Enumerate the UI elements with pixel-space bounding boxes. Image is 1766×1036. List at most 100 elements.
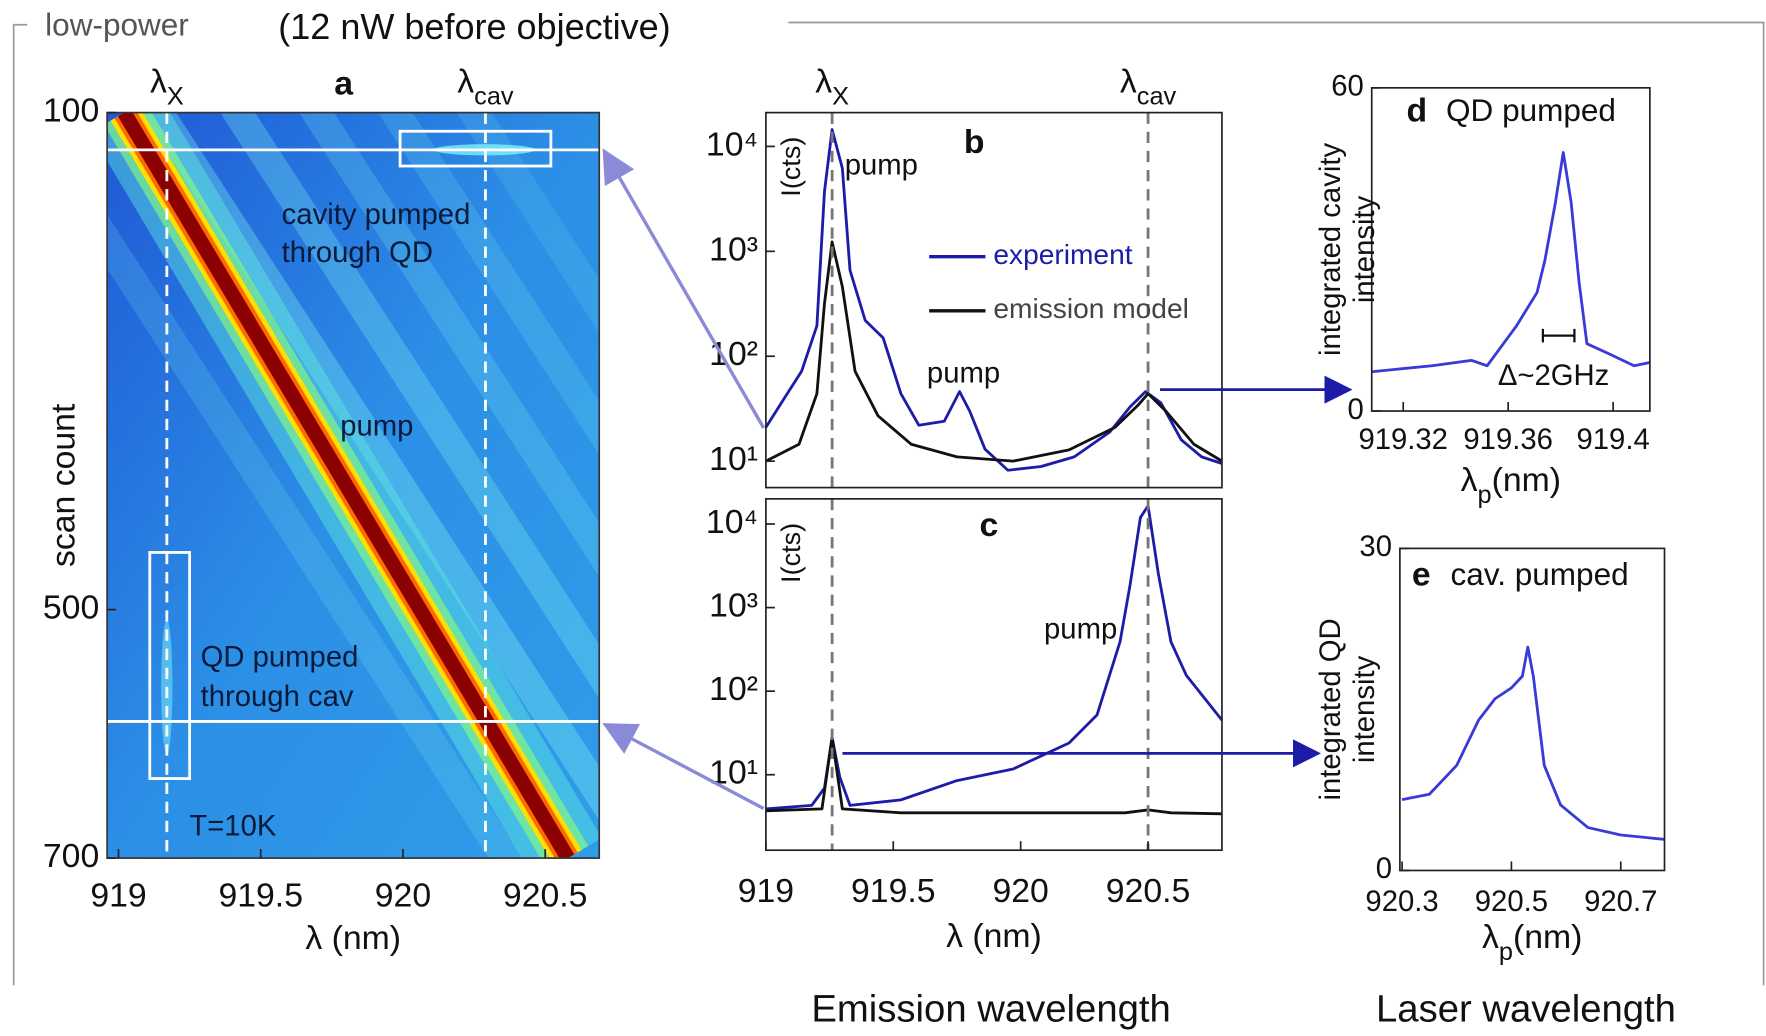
plot-frame (106, 111, 601, 859)
x-axis-label: λp(nm) (1461, 461, 1561, 509)
unit: (nm) (1492, 461, 1561, 499)
bracket (1541, 328, 1576, 343)
x-tick-label: 919 (738, 872, 794, 910)
heatmap (107, 112, 600, 859)
reference-label: λX (815, 62, 849, 110)
annotation: pump (1044, 613, 1117, 645)
x-tick-label: 919.5 (218, 876, 303, 914)
y-tick-label: 10³ (709, 230, 758, 268)
plot-frame (1399, 547, 1666, 872)
heatmap-band (107, 214, 524, 859)
plot-area (1371, 87, 1650, 412)
annotation: QD pumped (201, 641, 359, 673)
series-line (765, 240, 1223, 463)
x-tick-label: 919.5 (851, 872, 936, 910)
annotation: Δ~2GHz (1498, 360, 1609, 392)
symbol: λ (1482, 918, 1499, 956)
caption: Emission wavelength (811, 987, 1170, 1030)
frame (12, 23, 28, 986)
series-line (764, 128, 1223, 472)
y-axis-label: intensity (1349, 655, 1381, 763)
x-tick-label: 920.7 (1584, 886, 1657, 918)
series-line (1401, 645, 1665, 841)
symbol: λ (457, 62, 474, 100)
subscript: cav (474, 82, 514, 110)
annotation: pump (340, 411, 413, 443)
y-tick-label: 100 (43, 92, 99, 130)
y-tick-label: 500 (43, 589, 99, 627)
arrow (602, 148, 766, 429)
panel: 10¹ 10² 10³ 10⁴ 919 919.5 920 920.5 λ (nm) I(cts)… (706, 498, 1224, 955)
heatmap-band (141, 112, 600, 821)
annotation: through QD (282, 237, 433, 269)
subscript: X (167, 82, 184, 110)
annotation: through cav (201, 681, 354, 713)
y-axis-label: intensity (1349, 195, 1381, 303)
panel: 0 60 919.32 919.36 919.4 λp(nm) integrated cav… (1315, 71, 1651, 509)
panel-label: d (1406, 92, 1427, 130)
panel-label: a (334, 65, 353, 103)
panel-label: c (979, 506, 998, 544)
series-line (765, 735, 1222, 816)
y-axis-label: integrated cavity (1315, 143, 1347, 356)
panel-label: b (964, 123, 985, 161)
x-tick-label: 920.3 (1365, 886, 1438, 918)
highlight-box (398, 129, 553, 168)
y-axis-label: I(cts) (776, 137, 806, 197)
legend-label: experiment (993, 239, 1132, 270)
reference-label: λX (150, 62, 184, 110)
y-axis-label: I(cts) (776, 523, 806, 583)
annotation: cavity pumped (282, 199, 471, 231)
y-tick-label: 10¹ (709, 754, 758, 792)
y-tick-label: 10⁴ (706, 125, 758, 163)
panel: λX λcav 10¹ 10² 10³ 10⁴ I(cts) b pump pump experim… (706, 62, 1223, 489)
plot-area (765, 498, 1222, 851)
y-tick-label: 10¹ (709, 440, 758, 478)
x-axis-label: λp(nm) (1482, 918, 1582, 966)
plot-frame (1370, 86, 1651, 412)
x-tick-label: 919.4 (1577, 424, 1650, 456)
symbol: λ (1120, 62, 1137, 100)
x-tick-label: 920 (993, 872, 1049, 910)
unit: (nm) (1513, 918, 1582, 956)
y-tick-label: 10³ (709, 587, 758, 625)
y-tick-label: 0 (1348, 394, 1364, 426)
plot-area (1399, 548, 1665, 871)
x-tick-label: 919.36 (1463, 424, 1553, 456)
reference-label: λcav (457, 62, 514, 110)
y-tick-label: 10² (709, 670, 758, 708)
heatmap-band (377, 112, 600, 455)
figure-subtitle: (12 nW before objective) (278, 6, 670, 47)
pump-line (117, 112, 575, 859)
y-tick-label: 10⁴ (706, 503, 758, 541)
series-line (1371, 151, 1651, 374)
y-tick-label: 10² (709, 335, 758, 373)
y-tick-label: 60 (1331, 71, 1364, 103)
subscript: p (1477, 481, 1491, 509)
heatmap-band (220, 112, 600, 699)
heatmap-band (456, 112, 600, 333)
y-tick-label: 700 (43, 837, 99, 875)
reference-label: λcav (1120, 62, 1177, 110)
figure-title: low-power (45, 6, 189, 42)
frame (788, 21, 1765, 986)
x-tick-label: 920.5 (503, 876, 588, 914)
heatmap-band (299, 112, 600, 577)
y-axis-label: integrated QD (1315, 618, 1347, 800)
legend-label: emission model (993, 293, 1189, 324)
symbol: λ (150, 62, 167, 100)
x-tick-label: 920.5 (1106, 872, 1191, 910)
symbol: λ (1461, 461, 1478, 499)
arrow (602, 723, 765, 811)
symbol: λ (815, 62, 832, 100)
highlight-box (148, 551, 192, 780)
annotation: pump (927, 358, 1000, 390)
annotation: T=10K (189, 810, 277, 842)
subscript: p (1499, 938, 1513, 966)
annotation: pump (845, 149, 918, 181)
x-tick-label: 920.5 (1475, 886, 1548, 918)
panel-title: QD pumped (1446, 92, 1616, 128)
